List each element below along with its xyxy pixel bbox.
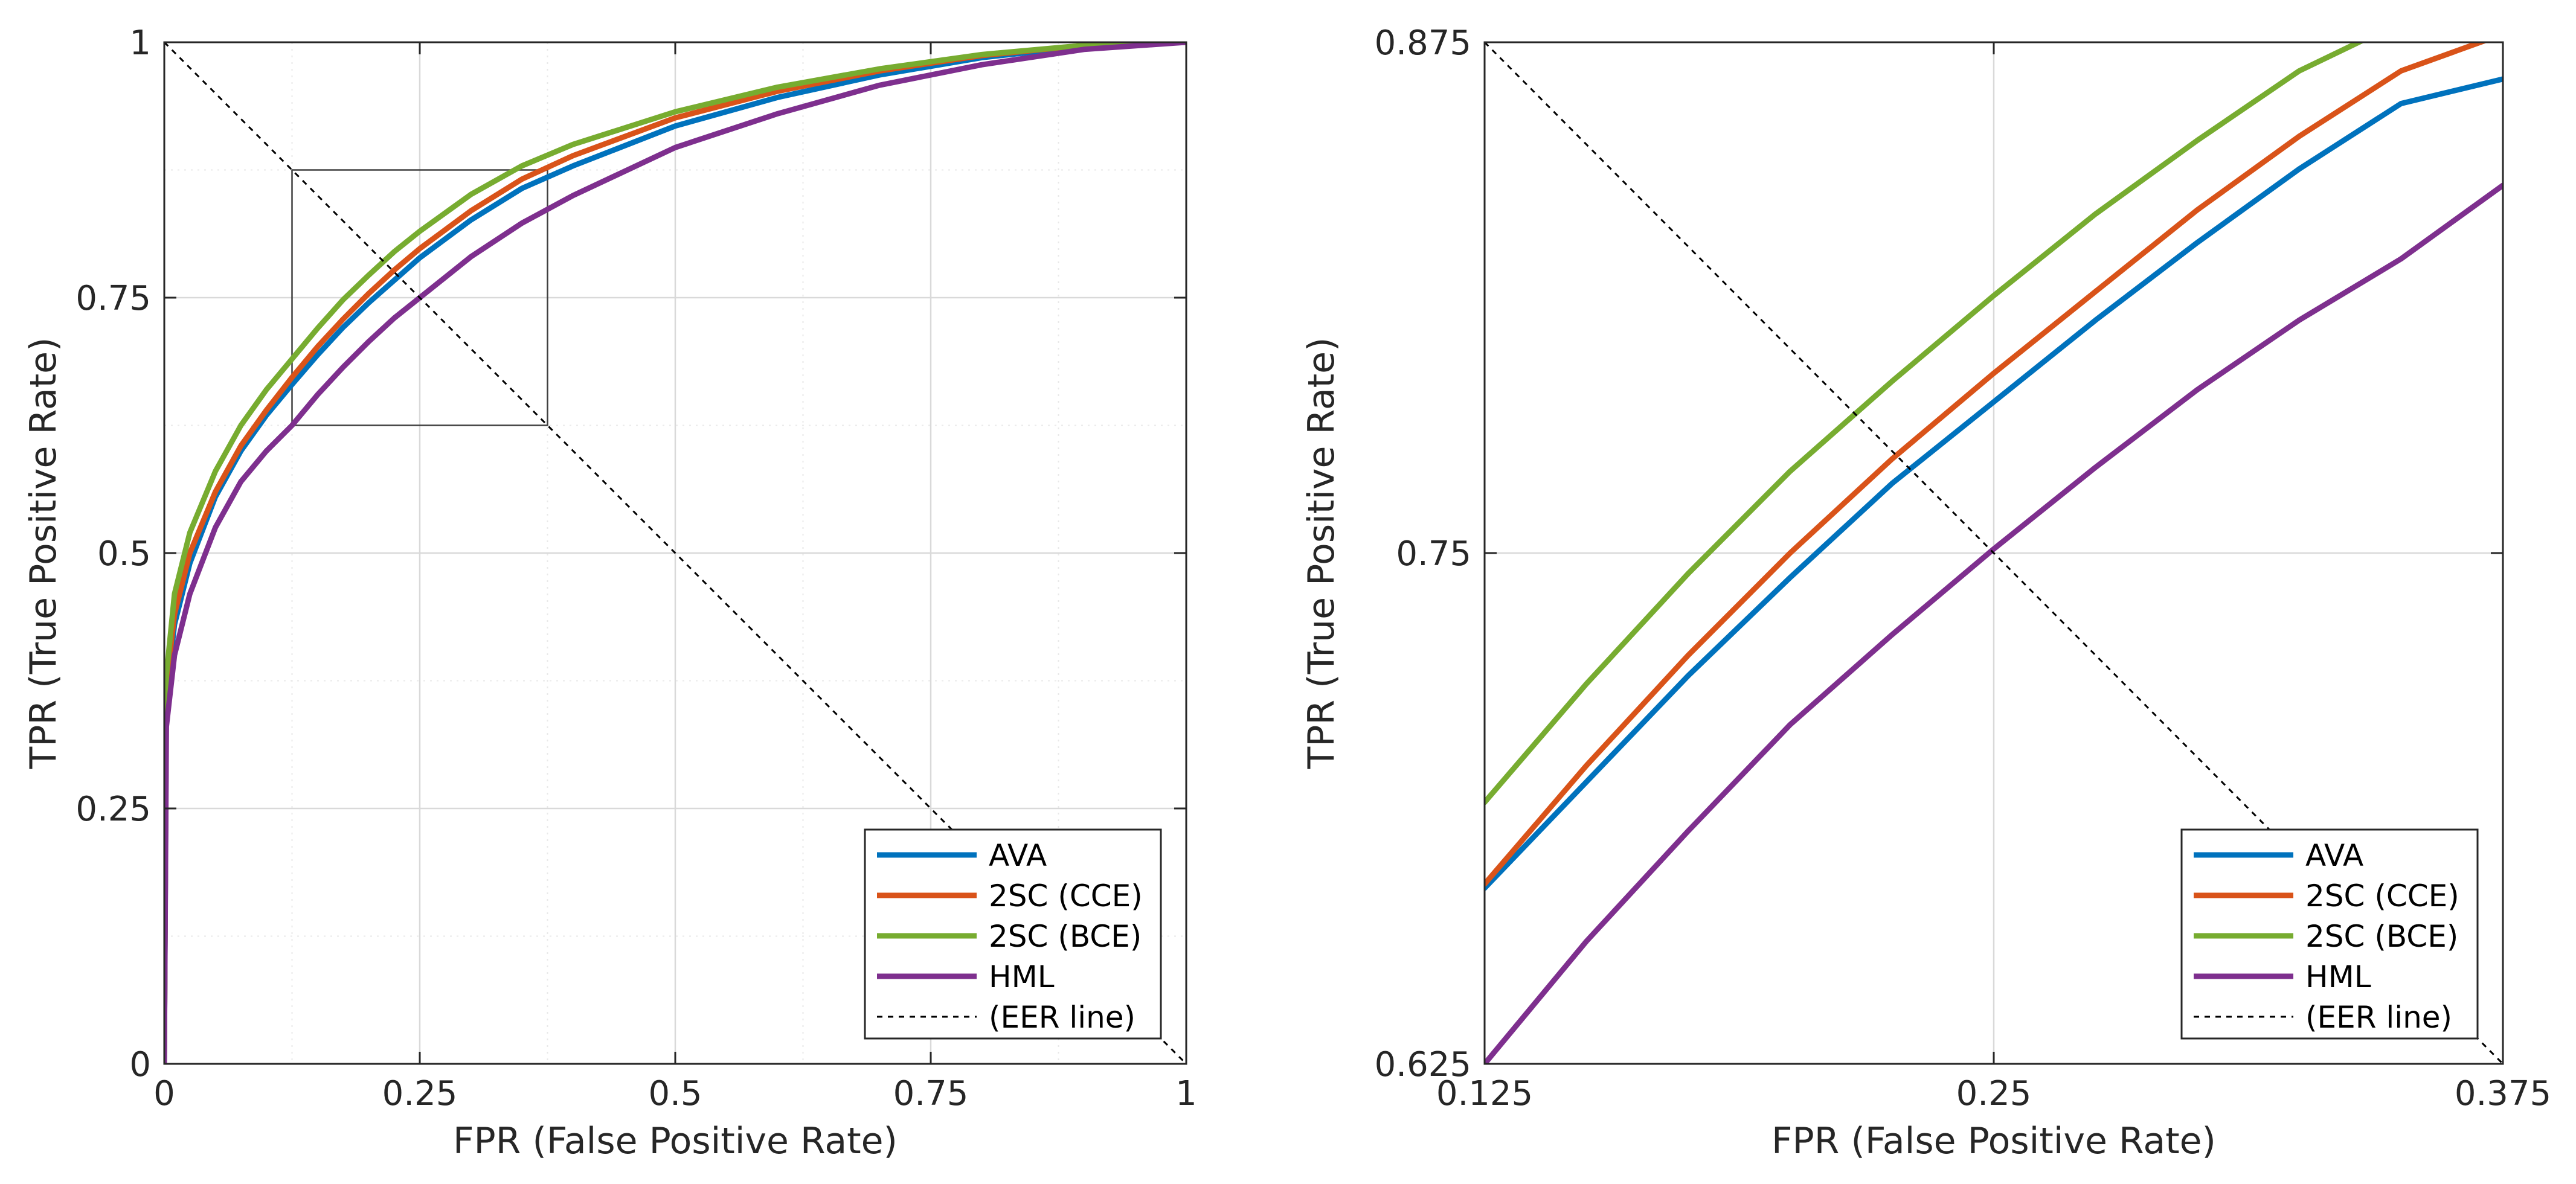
legend-entry-label: 2SC (CCE) (2305, 878, 2459, 914)
series-line-hml (1485, 182, 2503, 1064)
legend: AVA 2SC (CCE) 2SC (BCE) HML (EER line) (2180, 828, 2479, 1040)
series-line-2sc-bce (164, 42, 1186, 1064)
x-tick-label: 0.5 (648, 1074, 702, 1113)
y-tick-label: 0.75 (75, 279, 151, 318)
series-line-ava (164, 42, 1186, 1064)
series-line-2sc-cce (164, 42, 1186, 1064)
chart-panel-left: 0 0.25 0.5 0.75 1 0 0.25 0.5 0.75 1 FPR (False Pos… (22, 24, 1197, 1162)
legend-entry-label: AVA (989, 838, 1047, 873)
chart-panel-right: 0.125 0.25 0.375 0.625 0.75 0.875 FPR (False P… (1300, 24, 2551, 1162)
x-tick-label: 0.25 (1956, 1074, 2032, 1113)
eer-line (1485, 42, 2503, 1064)
x-tick-label: 0.125 (1436, 1074, 1533, 1113)
x-tick-label: 1 (1175, 1074, 1197, 1113)
y-tick-label: 0.25 (75, 790, 151, 829)
legend-entry-label: 2SC (CCE) (989, 878, 1143, 914)
legend: AVA 2SC (CCE) 2SC (BCE) HML (EER line) (864, 828, 1162, 1040)
x-tick-label: 0.25 (382, 1074, 458, 1113)
x-tick-label: 0.375 (2455, 1074, 2551, 1113)
y-tick-label: 0.75 (1396, 534, 1471, 574)
legend-entry-label: HML (2305, 959, 2371, 994)
series-line-ava (1485, 76, 2503, 891)
series-line-2sc-cce (1485, 42, 2488, 887)
x-axis-label: FPR (False Positive Rate) (453, 1120, 898, 1162)
legend-entry-label: (EER line) (2305, 1000, 2452, 1035)
series-line-hml (164, 42, 1186, 1064)
series-line-2sc-bce (1485, 42, 2365, 805)
y-tick-label: 0.625 (1375, 1045, 1471, 1084)
y-tick-label: 0 (129, 1045, 151, 1084)
zoom-region-box (291, 169, 548, 426)
x-tick-label: 0.75 (893, 1074, 969, 1113)
legend-entry-label: 2SC (BCE) (2305, 919, 2458, 954)
y-tick-label: 1 (129, 24, 151, 63)
y-axis-label: TPR (True Positive Rate) (22, 338, 65, 770)
eer-line (164, 42, 1186, 1064)
x-axis-label: FPR (False Positive Rate) (1771, 1120, 2216, 1162)
x-tick-label: 0 (153, 1074, 175, 1113)
legend-entry-label: HML (989, 959, 1055, 994)
y-tick-label: 0.875 (1375, 24, 1471, 63)
y-axis-label: TPR (True Positive Rate) (1300, 338, 1343, 770)
legend-entry-label: AVA (2305, 838, 2363, 873)
legend-entry-label: 2SC (BCE) (989, 919, 1142, 954)
y-tick-label: 0.5 (97, 534, 151, 574)
legend-entry-label: (EER line) (989, 1000, 1135, 1035)
